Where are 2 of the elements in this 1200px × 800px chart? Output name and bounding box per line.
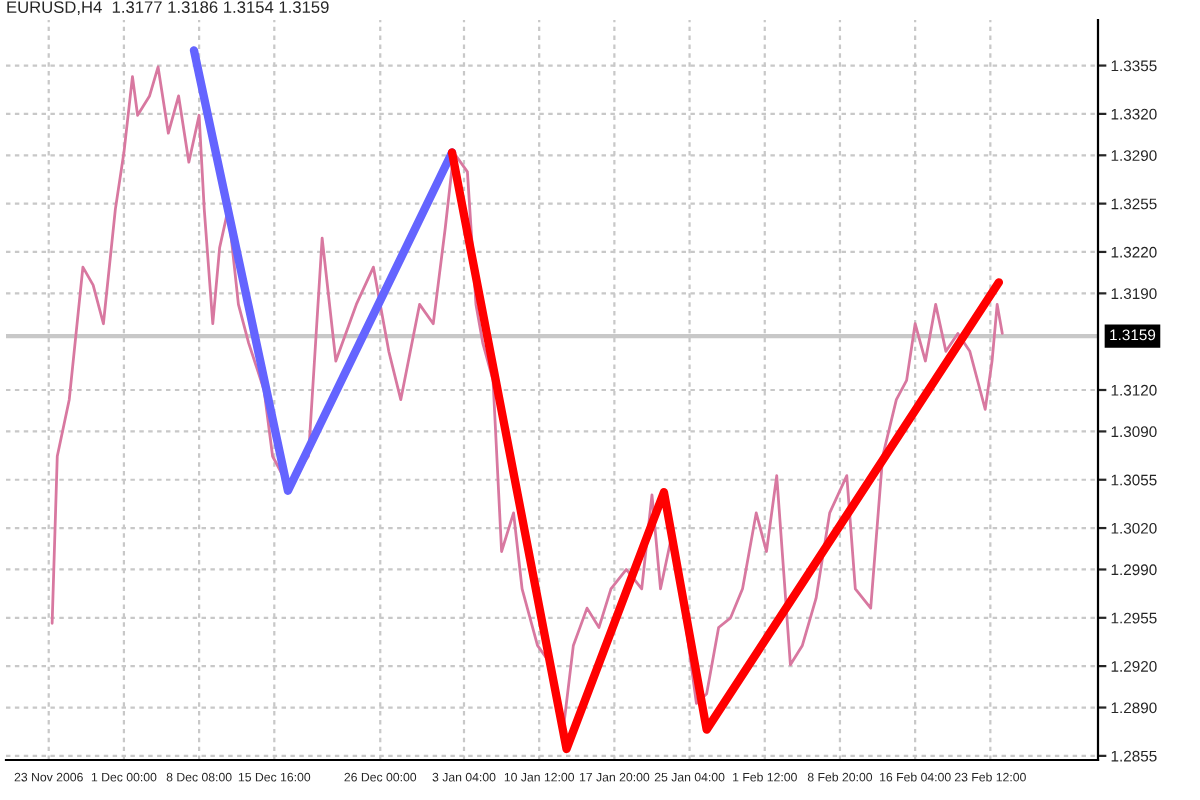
chart-title: EURUSD,H4 1.3177 1.3186 1.3154 1.3159 [7,1,329,15]
line-series [447,148,1004,754]
